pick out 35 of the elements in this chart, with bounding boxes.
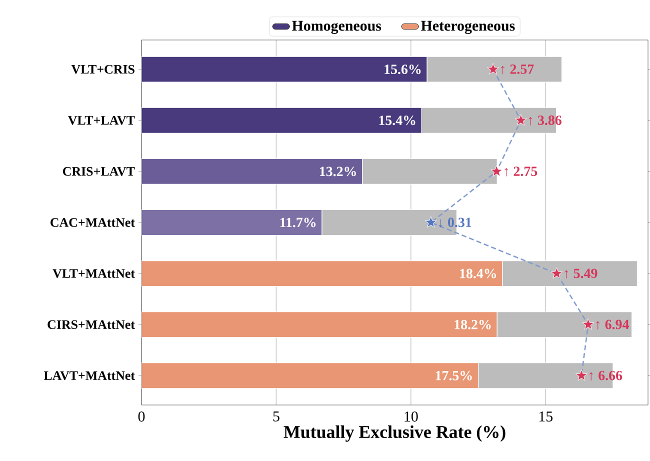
annotation: ↓ 0.31 bbox=[438, 218, 472, 228]
total-label: 17.5% bbox=[436, 370, 472, 380]
x-tick-label: 0 bbox=[138, 412, 145, 422]
y-tick-label: CRIS+LAVT bbox=[62, 167, 135, 176]
total-label: 15.4% bbox=[379, 116, 416, 126]
x-tick-label: 5 bbox=[273, 412, 280, 422]
x-tick-label: 10 bbox=[404, 412, 418, 422]
legend-label: Homogeneous bbox=[292, 20, 382, 34]
y-tick-label: VLT+CRIS bbox=[71, 64, 134, 74]
annotation: ↑ 6.66 bbox=[589, 370, 622, 380]
annotation: ↑ 3.86 bbox=[528, 116, 562, 126]
y-tick-label: CIRS+MAttNet bbox=[48, 320, 135, 329]
y-tick-label: LAVT+MAttNet bbox=[44, 371, 135, 380]
total-label: 15.6% bbox=[384, 64, 421, 74]
point bbox=[487, 63, 500, 74]
point bbox=[490, 165, 503, 177]
y-tick-label: VLT+LAVT bbox=[68, 116, 135, 125]
point bbox=[582, 318, 594, 330]
point bbox=[424, 216, 437, 228]
total-label: 13.2% bbox=[320, 166, 356, 176]
legend-label: Heterogeneous bbox=[421, 20, 515, 34]
x-tick-label: 15 bbox=[539, 412, 553, 422]
point bbox=[550, 267, 563, 279]
y-tick-label: CAC+MAttNet bbox=[50, 218, 135, 227]
y-tick-label: VLT+MAttNet bbox=[52, 269, 135, 278]
annotation: ↑ 5.49 bbox=[564, 268, 598, 278]
annotation: ↑ 2.57 bbox=[501, 64, 534, 74]
total-label: 11.7% bbox=[280, 218, 316, 228]
point bbox=[576, 369, 588, 381]
point bbox=[514, 114, 527, 126]
annotation: ↑ 6.94 bbox=[596, 320, 629, 330]
total-label: 18.4% bbox=[460, 268, 496, 278]
annotation: ↑ 2.75 bbox=[504, 166, 538, 176]
x-axis-title: Mutually Exclusive Rate (%) bbox=[284, 425, 506, 442]
total-label: 18.2% bbox=[454, 320, 491, 330]
